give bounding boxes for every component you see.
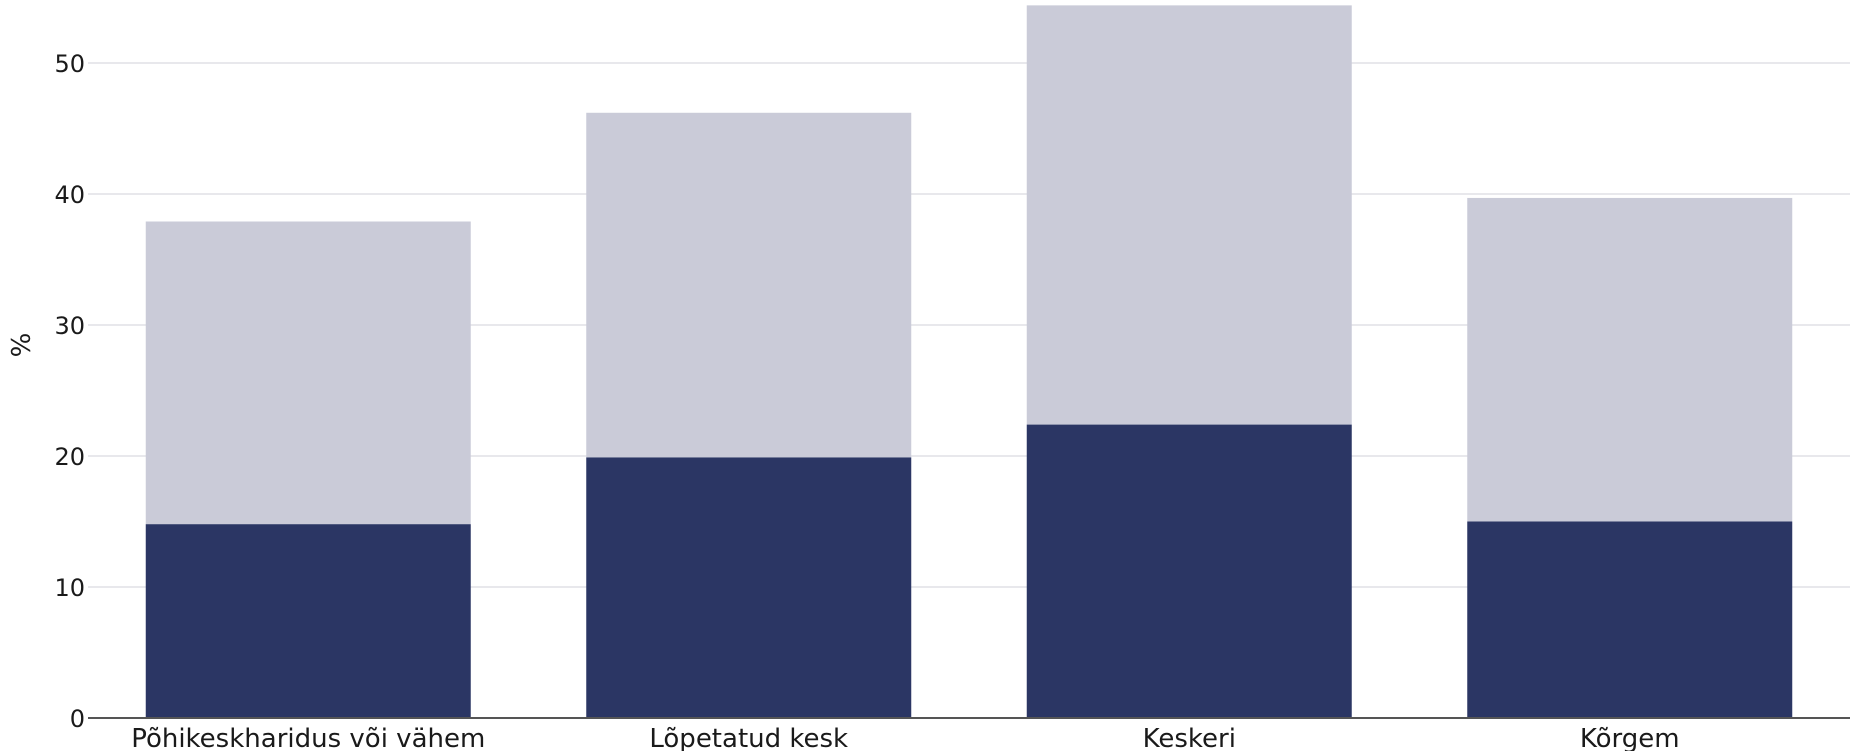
y-axis-ticks: 0 10 20 30 40 50 bbox=[54, 50, 85, 733]
bar-segment-1-2 bbox=[586, 457, 912, 718]
bar-segment-2-1 bbox=[145, 221, 471, 525]
bar-segment-1-4 bbox=[1467, 521, 1793, 718]
y-tick-label: 30 bbox=[54, 312, 85, 340]
x-category-label: Keskeri bbox=[1143, 724, 1236, 751]
x-category-label: Põhikeskharidus või vähem bbox=[131, 724, 485, 751]
bar-segment-1-3 bbox=[1026, 424, 1352, 718]
y-tick-label: 10 bbox=[54, 574, 85, 602]
y-tick-label: 40 bbox=[54, 181, 85, 209]
bar-segment-2-4 bbox=[1467, 197, 1793, 522]
bar-segment-2-2 bbox=[586, 112, 912, 458]
bars bbox=[145, 5, 1793, 718]
x-category-label: Kõrgem bbox=[1580, 724, 1680, 751]
y-tick-label: 0 bbox=[70, 705, 85, 733]
y-tick-label: 20 bbox=[54, 443, 85, 471]
bar-segment-2-3 bbox=[1026, 5, 1352, 425]
y-axis-title: % bbox=[7, 333, 37, 358]
y-tick-label: 50 bbox=[54, 50, 85, 78]
bar-segment-1-1 bbox=[145, 524, 471, 718]
x-axis-labels: Põhikeskharidus või vähem Lõpetatud kesk K… bbox=[131, 724, 1679, 751]
x-category-label: Lõpetatud kesk bbox=[649, 724, 848, 751]
